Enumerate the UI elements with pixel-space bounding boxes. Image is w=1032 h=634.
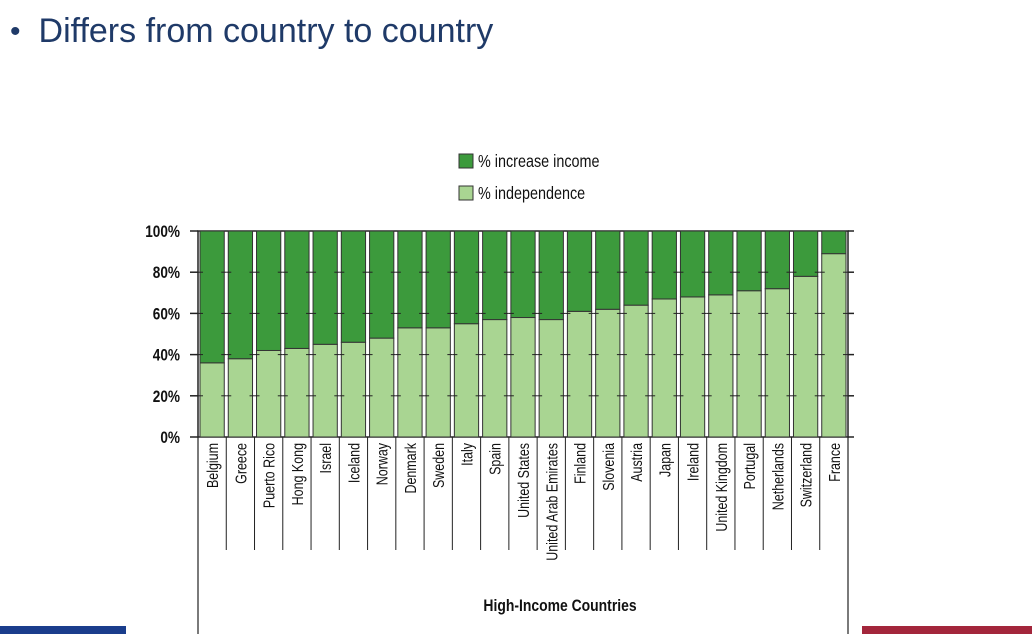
y-tick-label: 100%: [145, 223, 180, 242]
y-axis: 100% 80% 60% 40% 20% 0%: [145, 223, 854, 448]
bar-increase-income-4: [312, 230, 338, 345]
bar-increase-income-6: [369, 230, 395, 339]
bar-independence-15: [623, 304, 649, 438]
bar-increase-income-2: [256, 230, 282, 351]
bar-independence-14: [595, 308, 621, 438]
legend-swatch: [458, 185, 474, 201]
bar-increase-income-20: [764, 230, 790, 290]
bar-independence-8: [425, 327, 451, 438]
category-label: Spain: [487, 443, 505, 475]
chart-bars: [198, 230, 848, 438]
category-label: Italy: [459, 442, 477, 466]
bar-independence-13: [566, 310, 593, 438]
bar-increase-income-17: [679, 230, 706, 298]
bar-independence-9: [453, 323, 480, 438]
bullet-text: Differs from country to country: [38, 12, 494, 50]
bar-increase-income-22: [821, 230, 847, 255]
bar-independence-0: [199, 362, 225, 438]
bar-increase-income-9: [453, 230, 480, 325]
category-label: Iceland: [346, 443, 364, 483]
category-label: United States: [516, 443, 534, 518]
bar-increase-income-19: [736, 230, 762, 292]
x-axis-title: High-Income Countries: [483, 597, 636, 616]
legend-label: % increase income: [478, 152, 600, 172]
category-label: Denmark: [403, 442, 421, 493]
category-label: Norway: [374, 442, 392, 485]
bar-increase-income-8: [425, 230, 451, 329]
bar-increase-income-14: [595, 230, 621, 310]
bar-increase-income-15: [623, 230, 649, 306]
category-label: Japan: [657, 443, 675, 477]
x-axis: Belgium Greece Puerto Rico Hong Kong Israel I…: [197, 437, 849, 634]
bar-independence-20: [764, 288, 790, 438]
bar-increase-income-1: [227, 230, 254, 360]
bar-increase-income-11: [510, 230, 536, 319]
bar-independence-12: [538, 319, 564, 438]
legend-label: % independence: [478, 184, 585, 204]
bar-independence-17: [679, 296, 706, 438]
bar-increase-income-13: [566, 230, 593, 312]
category-label: Sweden: [431, 443, 449, 488]
bar-increase-income-21: [792, 230, 819, 277]
bar-independence-1: [227, 358, 254, 438]
bar-increase-income-10: [482, 230, 508, 321]
bar-increase-income-3: [284, 230, 310, 349]
bar-increase-income-7: [397, 230, 423, 329]
category-label: Puerto Rico: [261, 443, 279, 508]
category-label: Greece: [233, 443, 251, 484]
bar-independence-22: [821, 253, 847, 438]
bar-independence-3: [284, 347, 310, 438]
bar-increase-income-16: [651, 230, 677, 300]
category-label: Switzerland: [798, 443, 816, 507]
y-tick-label: 40%: [153, 346, 180, 365]
category-label: Austria: [629, 443, 647, 482]
bar-independence-6: [369, 337, 395, 438]
bar-independence-18: [708, 294, 734, 438]
bar-independence-2: [256, 349, 282, 438]
category-label: Belgium: [205, 443, 223, 488]
bullet-dot: •: [10, 14, 21, 48]
y-tick-label: 20%: [153, 387, 180, 406]
category-label: Israel: [318, 443, 336, 473]
y-tick-label: 80%: [153, 264, 180, 283]
bar-independence-10: [482, 319, 508, 438]
footer-accent-left: [0, 626, 126, 634]
category-label: Portugal: [742, 443, 760, 489]
bar-independence-5: [340, 341, 367, 438]
bar-independence-11: [510, 317, 536, 438]
category-label: Hong Kong: [290, 443, 308, 505]
category-label: Netherlands: [770, 443, 788, 510]
bar-increase-income-0: [199, 230, 225, 364]
bar-independence-4: [312, 343, 338, 438]
category-label: France: [826, 443, 844, 482]
category-label: United Kingdom: [713, 443, 731, 532]
category-label: Finland: [572, 443, 590, 484]
bar-increase-income-5: [340, 230, 367, 343]
category-label: Ireland: [685, 443, 703, 481]
y-tick-label: 0%: [160, 429, 180, 448]
bar-independence-7: [397, 327, 423, 438]
category-label: United Arab Emirates: [544, 443, 562, 561]
bar-independence-19: [736, 290, 762, 438]
bullet-line: • Differs from country to country: [10, 12, 493, 51]
y-tick-label: 60%: [153, 305, 180, 324]
category-label: Slovenia: [600, 443, 618, 491]
footer-accent-right: [862, 626, 1032, 634]
bar-increase-income-12: [538, 230, 564, 321]
bar-independence-16: [651, 298, 677, 438]
legend-swatch: [458, 153, 474, 169]
chart-legend: % increase income % independence: [458, 152, 600, 204]
bar-independence-21: [792, 275, 819, 438]
bar-increase-income-18: [708, 230, 734, 296]
